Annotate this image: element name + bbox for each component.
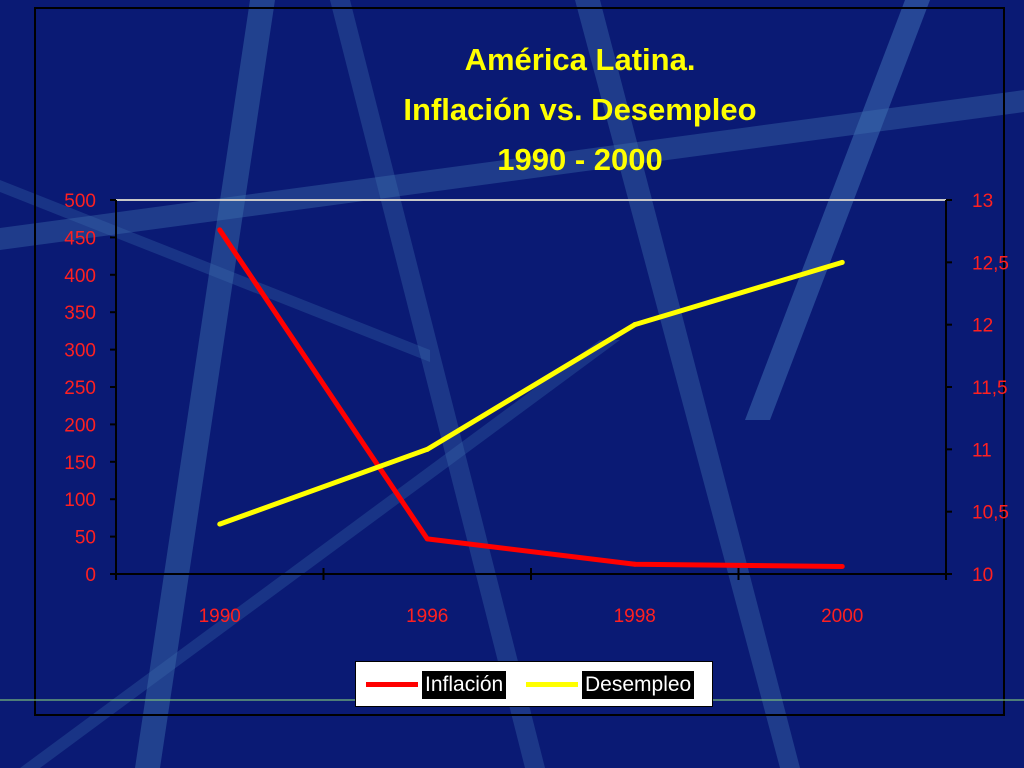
left-tick-label: 150 <box>64 453 96 474</box>
legend-label-inflacion: Inflación <box>422 671 507 699</box>
data-point-inflacion <box>217 227 223 233</box>
x-tick-label: 1996 <box>406 606 448 627</box>
x-tick-label: 1998 <box>614 606 656 627</box>
axis-layer: 0 50 100 150 200 250 300 350 400 450 500 10 10,5 11 11… <box>64 191 1009 627</box>
left-tick-label: 500 <box>64 191 96 212</box>
right-tick-label: 12,5 <box>972 253 1009 274</box>
left-tick-label: 250 <box>64 378 96 399</box>
chart-frame <box>34 7 1005 716</box>
data-point-inflacion <box>839 564 845 570</box>
data-point-desempleo <box>217 521 223 527</box>
left-tick-label: 350 <box>64 303 96 324</box>
left-tick-label: 400 <box>64 266 96 287</box>
chart-title-line-2: Inflación vs. Desempleo <box>403 92 757 127</box>
right-tick-label: 11 <box>972 440 992 461</box>
chart-title-line-3: 1990 - 2000 <box>497 142 663 177</box>
left-tick-label: 450 <box>64 228 96 249</box>
chart-legend: Inflación Desempleo <box>355 661 713 707</box>
left-tick-label: 0 <box>85 565 96 586</box>
x-tick-label: 1990 <box>199 606 241 627</box>
data-point-inflacion <box>632 561 638 567</box>
left-tick-label: 100 <box>64 490 96 511</box>
x-tick-label: 2000 <box>821 606 863 627</box>
left-tick-label: 300 <box>64 341 96 362</box>
right-tick-label: 10,5 <box>972 503 1009 524</box>
left-tick-label: 50 <box>75 528 96 549</box>
right-tick-label: 11,5 <box>972 378 1008 399</box>
data-point-inflacion <box>424 536 430 542</box>
chart-title-line-1: América Latina. <box>464 42 696 77</box>
data-point-desempleo <box>632 322 638 328</box>
left-tick-label: 200 <box>64 415 96 436</box>
data-point-desempleo <box>424 446 430 452</box>
series-line-desempleo <box>218 259 843 527</box>
right-tick-label: 10 <box>972 565 993 586</box>
legend-swatch-inflacion <box>366 682 418 687</box>
series-layer <box>217 227 845 570</box>
legend-swatch-desempleo <box>526 682 578 687</box>
right-tick-label: 13 <box>972 191 993 212</box>
legend-label-desempleo: Desempleo <box>582 671 695 699</box>
right-tick-label: 12 <box>972 316 993 337</box>
data-point-desempleo <box>839 259 845 265</box>
series-line-inflacion <box>217 228 843 570</box>
